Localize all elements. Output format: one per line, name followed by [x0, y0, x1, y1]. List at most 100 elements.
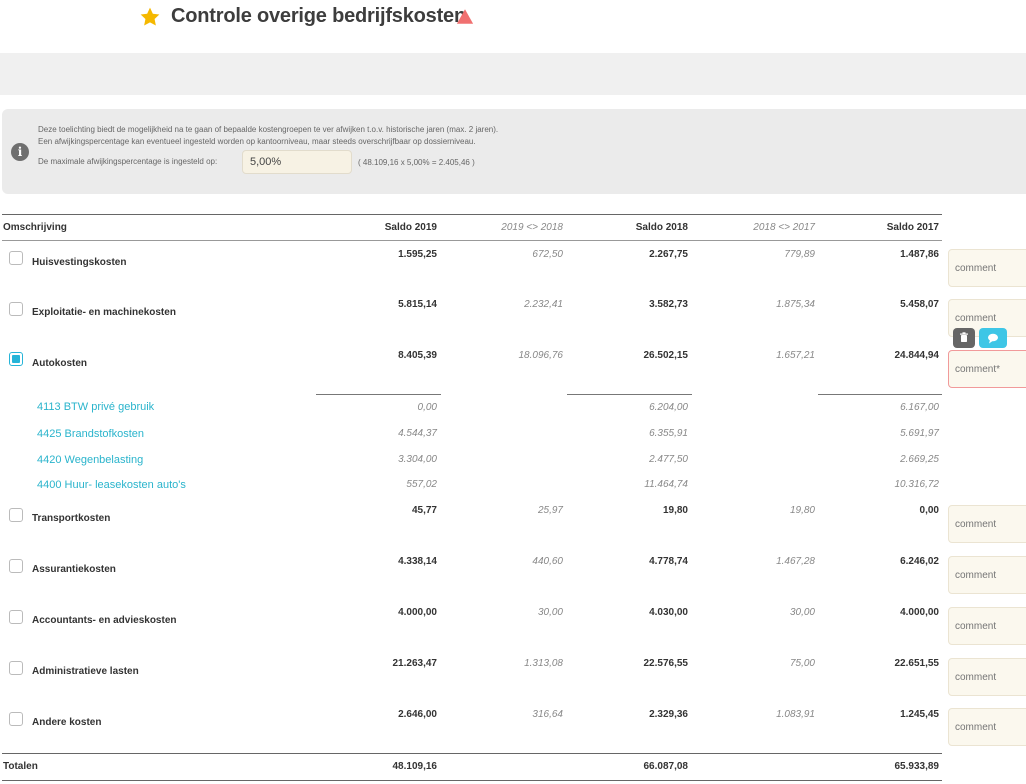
- sub-cell-saldo-2019: 4.544,37: [398, 428, 437, 439]
- row-label: Accountants- en advieskosten: [32, 615, 177, 626]
- sub-account-link[interactable]: 4113 BTW privé gebruik: [37, 401, 155, 413]
- row-checkbox[interactable]: [9, 610, 23, 624]
- totals-top-border: [2, 753, 942, 754]
- cell-saldo-2018: 22.576,55: [643, 658, 689, 669]
- row-label: Autokosten: [32, 358, 87, 369]
- cell-saldo-2017: 1.245,45: [900, 709, 939, 720]
- sub-account-link[interactable]: 4420 Wegenbelasting: [37, 454, 144, 466]
- cell-saldo-2019: 21.263,47: [392, 658, 438, 669]
- row-label: Andere kosten: [32, 717, 102, 728]
- row-checkbox[interactable]: [9, 712, 23, 726]
- cell-saldo-2017: 0,00: [919, 505, 939, 516]
- percentage-input[interactable]: [242, 150, 352, 174]
- comment-input[interactable]: [948, 708, 1026, 746]
- cell-saldo-2019: 1.595,25: [398, 249, 437, 260]
- comment-input-required[interactable]: [948, 350, 1026, 388]
- cell-diff-2019-2018: 440,60: [532, 556, 563, 567]
- cell-saldo-2017: 24.844,94: [894, 350, 940, 361]
- cell-saldo-2018: 2.267,75: [649, 249, 688, 260]
- speech-bubble-icon: [988, 333, 998, 344]
- cell-diff-2018-2017: 1.083,91: [776, 709, 815, 720]
- header: Controle overige bedrijfskosten: [0, 0, 1026, 50]
- sub-account-link[interactable]: 4425 Brandstofkosten: [37, 428, 145, 440]
- add-comment-button[interactable]: [979, 328, 1007, 348]
- cell-saldo-2019: 45,77: [411, 505, 437, 516]
- row-checkbox[interactable]: [9, 251, 23, 265]
- cell-diff-2019-2018: 2.232,41: [524, 299, 563, 310]
- comment-input[interactable]: [948, 249, 1026, 287]
- cell-saldo-2017: 6.246,02: [900, 556, 939, 567]
- sub-cell-saldo-2018: 11.464,74: [644, 479, 688, 490]
- row-label: Huisvestingskosten: [32, 257, 127, 268]
- trash-icon: [960, 332, 968, 342]
- cell-saldo-2019: 5.815,14: [398, 299, 437, 310]
- total-saldo-2019: 48.109,16: [392, 761, 438, 772]
- comment-input[interactable]: [948, 607, 1026, 645]
- cell-saldo-2018: 19,80: [662, 505, 688, 516]
- row-checkbox[interactable]: [9, 661, 23, 675]
- row-label: Exploitatie- en machinekosten: [32, 307, 176, 318]
- sub-cell-saldo-2017: 6.167,00: [900, 402, 939, 413]
- comment-input[interactable]: [948, 505, 1026, 543]
- sub-cell-saldo-2017: 10.316,72: [894, 479, 940, 490]
- percentage-label: De maximale afwijkingspercentage is inge…: [38, 157, 218, 166]
- sub-cell-saldo-2019: 0,00: [417, 402, 437, 413]
- cell-diff-2018-2017: 1.657,21: [776, 350, 815, 361]
- info-box: i Deze toelichting biedt de mogelijkheid…: [2, 109, 1026, 194]
- col-header-saldo-2017: Saldo 2017: [886, 222, 939, 233]
- delete-comment-button[interactable]: [953, 328, 975, 348]
- row-checkbox[interactable]: [9, 302, 23, 316]
- cell-diff-2019-2018: 316,64: [532, 709, 563, 720]
- sub-cell-saldo-2019: 557,02: [406, 479, 437, 490]
- row-checkbox[interactable]: [9, 559, 23, 573]
- info-icon: i: [11, 143, 29, 161]
- row-checkbox[interactable]: [9, 508, 23, 522]
- cell-saldo-2019: 4.000,00: [398, 607, 437, 618]
- row-checkbox-checked[interactable]: [9, 352, 23, 366]
- star-icon[interactable]: [139, 6, 161, 28]
- subtotal-divider: [316, 394, 441, 395]
- cell-diff-2019-2018: 1.313,08: [524, 658, 563, 669]
- cell-diff-2018-2017: 19,80: [789, 505, 815, 516]
- sub-cell-saldo-2018: 2.477,50: [649, 454, 688, 465]
- row-label: Administratieve lasten: [32, 666, 139, 677]
- col-header-desc: Omschrijving: [3, 222, 67, 233]
- cell-diff-2019-2018: 18.096,76: [518, 350, 564, 361]
- cell-diff-2019-2018: 672,50: [532, 249, 563, 260]
- table-header-border: [2, 240, 942, 241]
- sub-cell-saldo-2018: 6.204,00: [649, 402, 688, 413]
- info-text-line-1: Deze toelichting biedt de mogelijkheid n…: [38, 125, 499, 134]
- cell-saldo-2017: 1.487,86: [900, 249, 939, 260]
- subtotal-divider: [818, 394, 942, 395]
- row-label: Assurantiekosten: [32, 564, 116, 575]
- total-saldo-2018: 66.087,08: [643, 761, 689, 772]
- col-header-diff-2018-2017: 2018 <> 2017: [753, 222, 815, 233]
- totals-bottom-border: [2, 780, 942, 781]
- table-top-border: [2, 214, 942, 215]
- cell-saldo-2018: 4.030,00: [649, 607, 688, 618]
- cell-diff-2019-2018: 25,97: [537, 505, 563, 516]
- page-title: Controle overige bedrijfskosten: [171, 5, 466, 27]
- total-saldo-2017: 65.933,89: [894, 761, 940, 772]
- sub-account-link[interactable]: 4400 Huur- leasekosten auto's: [37, 479, 186, 491]
- percentage-calculation: ( 48.109,16 x 5,00% = 2.405,46 ): [358, 158, 475, 167]
- cell-saldo-2017: 5.458,07: [900, 299, 939, 310]
- cell-saldo-2019: 4.338,14: [398, 556, 437, 567]
- toolbar-band: [0, 53, 1026, 95]
- cell-saldo-2018: 2.329,36: [649, 709, 688, 720]
- sub-cell-saldo-2017: 2.669,25: [900, 454, 939, 465]
- sub-cell-saldo-2017: 5.691,97: [900, 428, 939, 439]
- cell-saldo-2019: 8.405,39: [398, 350, 437, 361]
- cell-saldo-2017: 22.651,55: [894, 658, 940, 669]
- cell-diff-2018-2017: 779,89: [784, 249, 815, 260]
- comment-input[interactable]: [948, 658, 1026, 696]
- cell-diff-2019-2018: 30,00: [537, 607, 563, 618]
- comment-input[interactable]: [948, 556, 1026, 594]
- cell-saldo-2017: 4.000,00: [900, 607, 939, 618]
- cell-saldo-2018: 4.778,74: [649, 556, 688, 567]
- row-label: Transportkosten: [32, 513, 111, 524]
- cell-saldo-2019: 2.646,00: [398, 709, 437, 720]
- sub-cell-saldo-2019: 3.304,00: [398, 454, 437, 465]
- info-text-line-2: Een afwijkingspercentage kan eventueel i…: [38, 137, 476, 146]
- cell-saldo-2018: 3.582,73: [649, 299, 688, 310]
